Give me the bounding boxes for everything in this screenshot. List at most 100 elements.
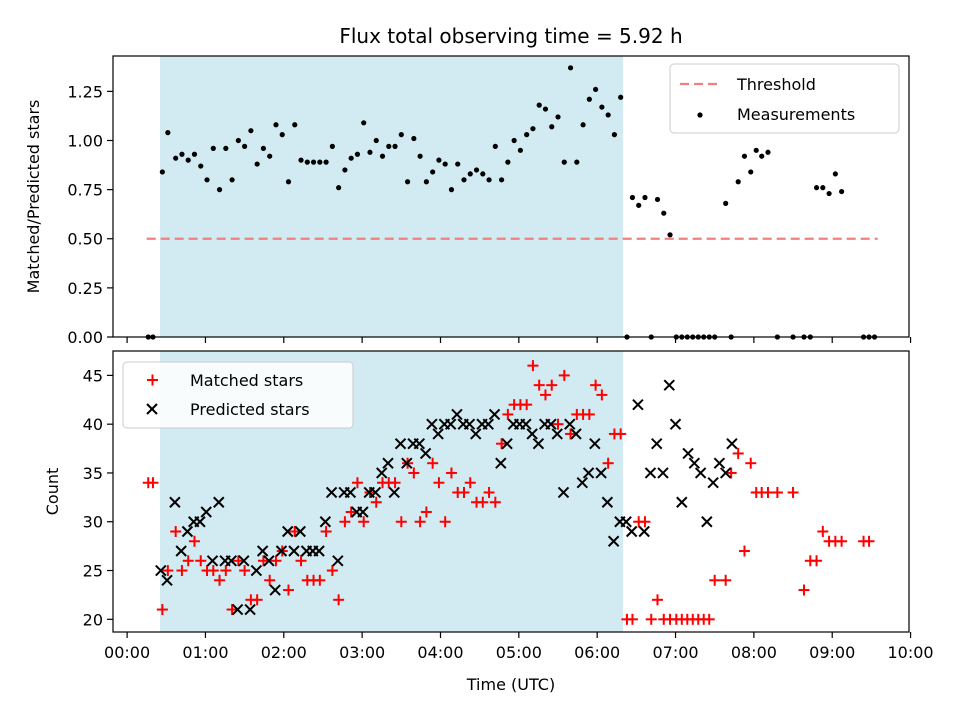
data-point (417, 153, 423, 159)
data-point (654, 196, 661, 203)
data-point (213, 496, 225, 508)
chart-title: Flux total observing time = 5.92 h (339, 24, 682, 48)
data-point (642, 194, 648, 201)
y-tick-label: 0.25 (67, 279, 103, 298)
data-point (361, 120, 367, 126)
data-point (413, 437, 426, 450)
predicted-stars-series (155, 379, 738, 616)
data-point (229, 177, 235, 183)
data-point (611, 132, 618, 138)
data-point (182, 555, 194, 567)
data-point (220, 565, 232, 577)
data-point (339, 516, 351, 528)
data-point (615, 428, 627, 440)
data-point (620, 516, 632, 528)
data-point (223, 145, 229, 151)
data-point (720, 574, 732, 586)
data-point (470, 428, 482, 440)
data-point (644, 467, 657, 479)
y-tick-label: 20 (83, 610, 103, 629)
data-point (436, 157, 442, 163)
data-point (820, 185, 826, 191)
data-point (267, 153, 273, 159)
data-point (270, 555, 282, 567)
data-point (298, 157, 304, 163)
y-tick-label: 30 (83, 513, 103, 532)
data-point (480, 171, 486, 177)
data-point (489, 496, 501, 508)
data-point (521, 399, 533, 411)
data-point (389, 477, 401, 489)
data-point (169, 496, 181, 508)
matched-legend-label: Matched stars (190, 371, 303, 390)
data-point (545, 418, 557, 430)
data-point (694, 467, 707, 479)
data-point (555, 114, 561, 120)
data-point (558, 369, 570, 381)
data-point (433, 477, 445, 489)
data-point (533, 379, 545, 391)
data-point (741, 153, 748, 159)
top-legend-box (669, 63, 900, 134)
data-point (398, 132, 404, 138)
data-point (667, 232, 673, 238)
data-point (645, 613, 657, 625)
measurements-legend-label: Measurements (737, 105, 855, 124)
threshold-legend-label: Threshold (736, 75, 816, 94)
x-axis-label: Time (UTC) (466, 675, 555, 694)
data-point (282, 584, 294, 596)
data-point (188, 535, 200, 547)
data-point (239, 565, 251, 577)
data-point (580, 122, 586, 128)
data-point (629, 194, 636, 201)
data-point (235, 137, 241, 144)
data-point (618, 94, 624, 100)
y-tick-label: 40 (83, 415, 103, 434)
data-point (726, 437, 738, 450)
data-point (595, 467, 607, 479)
data-point (725, 467, 737, 479)
data-point (257, 555, 269, 567)
data-point (461, 177, 467, 183)
ratio-plot: 0.00 0.25 0.50 0.75 1.00 1.25 (67, 55, 912, 347)
data-point (596, 389, 608, 401)
data-point (326, 565, 338, 577)
data-point (713, 457, 726, 469)
data-point (336, 185, 342, 191)
data-point (226, 604, 238, 616)
plot-frame (112, 350, 910, 633)
data-point (570, 428, 582, 440)
data-point (264, 574, 276, 586)
data-point (392, 143, 398, 149)
data-point (536, 102, 542, 108)
data-point (313, 545, 325, 557)
data-point (408, 467, 420, 479)
data-point (771, 486, 783, 498)
data-point (269, 584, 281, 596)
data-point (210, 145, 216, 151)
data-point (401, 457, 413, 469)
data-point (345, 506, 357, 518)
data-point (813, 185, 820, 191)
data-point (511, 137, 517, 144)
data-point (379, 153, 386, 159)
data-point (165, 130, 171, 136)
data-point (463, 418, 476, 430)
data-point (231, 603, 244, 616)
data-point (502, 408, 514, 420)
y-tick-label: 25 (83, 562, 103, 581)
data-point (159, 169, 165, 175)
data-point (388, 486, 400, 499)
data-point (498, 177, 505, 183)
x-tick-label: 01:00 (182, 643, 228, 662)
data-point (200, 506, 212, 518)
data-point (719, 467, 732, 479)
data-point (386, 143, 392, 149)
data-point (317, 159, 323, 165)
data-point (496, 438, 508, 450)
data-point (732, 447, 744, 459)
data-point (285, 179, 292, 185)
data-point (358, 516, 370, 528)
data-point (256, 545, 269, 557)
data-point (735, 179, 741, 185)
